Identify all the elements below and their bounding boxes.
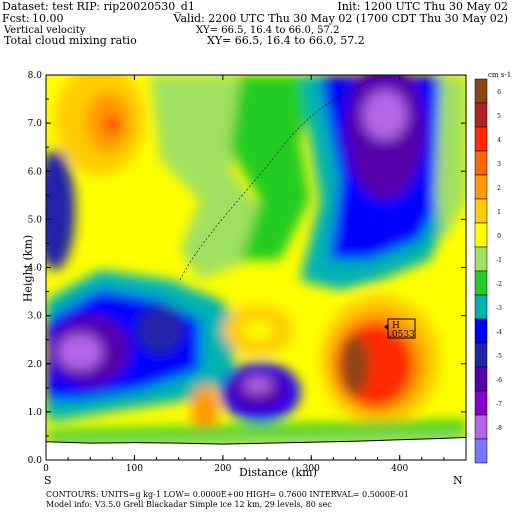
colorbar-swatch	[474, 270, 488, 296]
colorbar-swatch	[474, 318, 488, 344]
field2-xy: XY= 66.5, 16.4 to 66.0, 57.2	[207, 34, 365, 47]
max-annotation: H .0533	[384, 318, 416, 340]
terrain-fill	[46, 436, 466, 460]
colorbar-unit: cm s-1	[488, 71, 512, 79]
colorbar-swatch	[474, 126, 488, 152]
y-tick-label: 0.0	[28, 456, 43, 466]
colorbar-level: -7	[496, 401, 502, 408]
colorbar-swatch	[474, 102, 488, 128]
colorbar-swatch	[474, 342, 488, 368]
colorbar-swatch	[474, 78, 488, 104]
colorbar-level: 3	[497, 161, 501, 168]
colorbar-swatch	[474, 438, 488, 464]
cloud-contour	[179, 79, 371, 281]
colorbar: 6 5 4 3 2 1 0 -1 -2 -3 -4 -5 -6 -7 -8	[474, 78, 502, 464]
contours-info: CONTOURS: UNITS=g kg-1 LOW= 0.0000E+00 H…	[46, 490, 409, 499]
x-axis: 0 100 200 300 400	[43, 75, 467, 474]
colorbar-level: -2	[496, 281, 502, 288]
dataset-line: Dataset: test RIP: rip20020530_d1	[2, 0, 195, 13]
annotation-label: H	[392, 321, 400, 331]
colorbar-swatch	[474, 198, 488, 224]
x-tick-label: 0	[43, 464, 49, 474]
y-tick-label: 5.0	[28, 215, 43, 225]
colorbar-level: -8	[496, 425, 502, 432]
annotation-value: .0533	[389, 330, 415, 340]
colorbar-level: 5	[497, 113, 501, 120]
x-tick-label: 400	[391, 464, 408, 474]
colorbar-level: -3	[496, 305, 502, 312]
y-axis-label: Height (km)	[21, 234, 35, 303]
endpoint-left: S	[44, 474, 52, 487]
fcst-value: 10.00	[32, 12, 64, 25]
valid-line: Valid: 2200 UTC Thu 30 May 02 (1700 CDT …	[173, 12, 508, 25]
y-tick-label: 7.0	[28, 119, 43, 129]
x-tick-label: 200	[214, 464, 231, 474]
y-tick-label: 1.0	[28, 408, 43, 418]
endpoint-right: N	[453, 474, 463, 487]
colorbar-level: 4	[497, 137, 501, 144]
field1-xy: XY= 66.5, 16.4 to 66.0, 57.2	[196, 25, 340, 36]
colorbar-swatch	[474, 174, 488, 200]
field1-name: Vertical velocity	[4, 25, 86, 36]
y-axis: 0.0 1.0 2.0 3.0 4.0 5.0 6.0 7.0 8.0	[28, 71, 466, 466]
colorbar-swatch	[474, 222, 488, 248]
model-info: Model info: V3.5.0 Grell Blackadar Simpl…	[46, 500, 332, 509]
init-line: Init: 1200 UTC Thu 30 May 02	[337, 0, 508, 13]
colorbar-level: -4	[496, 329, 502, 336]
x-axis-label: Distance (km)	[239, 466, 317, 479]
x-tick-label: 300	[303, 464, 320, 474]
contour-field	[46, 75, 466, 460]
x-tick-label: 100	[126, 464, 143, 474]
fcst-label: Fcst:	[2, 12, 30, 25]
y-tick-label: 3.0	[28, 312, 43, 322]
colorbar-level: 2	[497, 185, 501, 192]
colorbar-level: -6	[496, 377, 502, 384]
colorbar-level: 1	[497, 209, 501, 216]
colorbar-swatch	[474, 246, 488, 272]
colorbar-level: 0	[497, 233, 501, 240]
colorbar-swatch	[474, 366, 488, 392]
colorbar-swatch	[474, 414, 488, 440]
colorbar-swatch	[474, 150, 488, 176]
y-tick-label: 2.0	[28, 360, 43, 370]
colorbar-level: -5	[496, 353, 502, 360]
y-tick-label: 4.0	[28, 264, 43, 274]
y-tick-label: 6.0	[28, 167, 43, 177]
colorbar-level: 6	[497, 89, 501, 96]
colorbar-level: -1	[496, 257, 502, 264]
colorbar-swatch	[474, 294, 488, 320]
colorbar-swatch	[474, 390, 488, 416]
field2-name: Total cloud mixing ratio	[4, 34, 137, 47]
y-tick-label: 8.0	[28, 71, 43, 81]
